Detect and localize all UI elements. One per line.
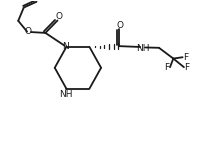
Text: N: N	[62, 42, 69, 51]
Text: F: F	[183, 53, 188, 62]
Text: O: O	[55, 12, 62, 21]
Text: F: F	[184, 63, 190, 72]
Text: F: F	[164, 63, 169, 72]
Text: O: O	[24, 27, 32, 36]
Text: NH: NH	[59, 90, 73, 99]
Text: NH: NH	[136, 44, 150, 53]
Text: O: O	[116, 21, 123, 30]
